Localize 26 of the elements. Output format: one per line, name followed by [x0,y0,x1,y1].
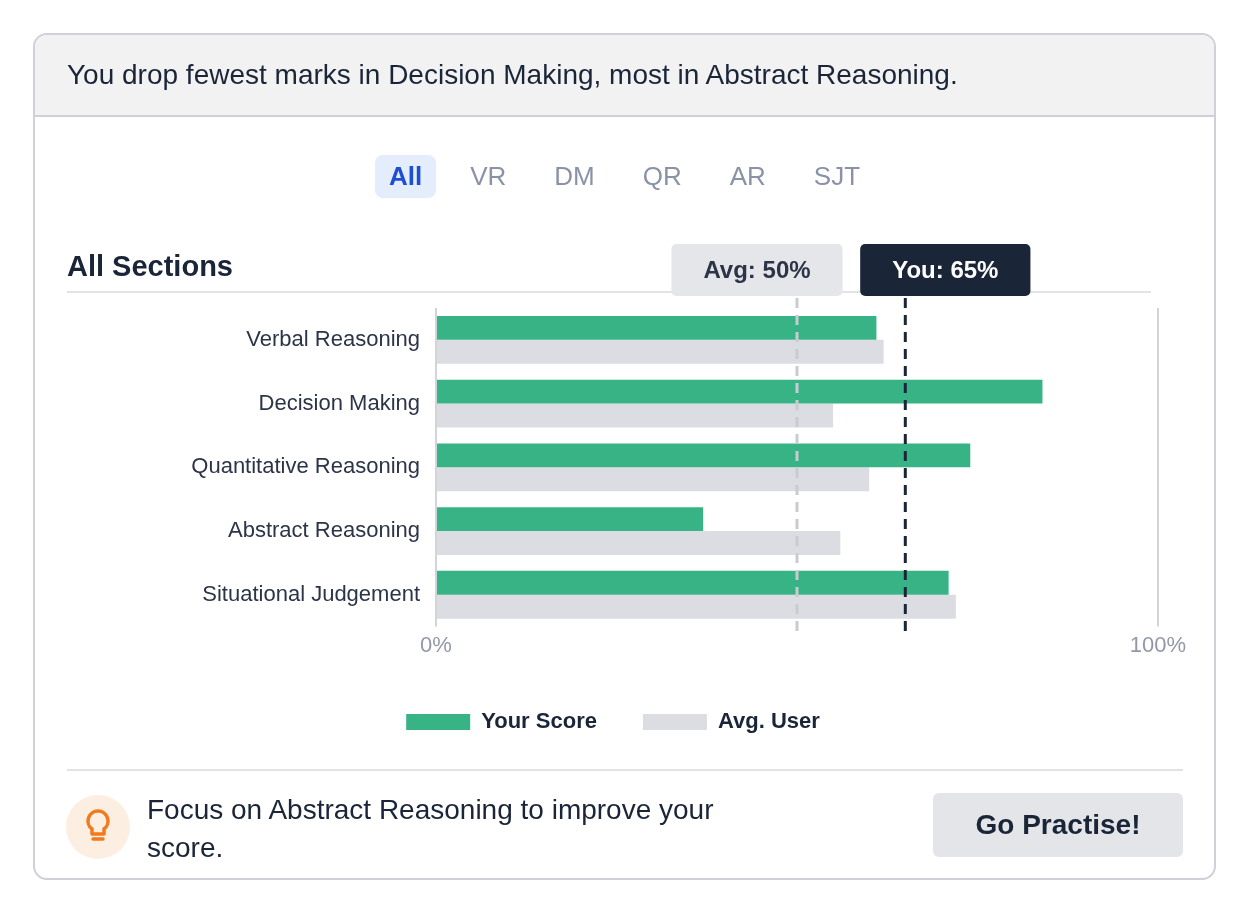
chart-title: You drop fewest marks in Decision Making, most in Abstract Reasoning. [35,35,1214,117]
y-tick-label: Quantitative Reasoning [191,453,420,479]
text: SJT [812,160,862,193]
legend-label: Your Score [481,708,597,734]
text: Focus on Abstract Reasoning to improve your score. [147,793,715,865]
x-tick-label: 0% [420,631,452,657]
bar [436,379,1043,404]
bar [436,570,949,595]
legend-label: Avg. User [717,708,821,734]
bar [436,507,704,532]
y-tick-label: Abstract Reasoning [228,517,420,543]
y-tick-label: Verbal Reasoning [246,325,420,351]
text: DM [553,160,596,193]
bar [436,443,971,468]
bar [436,315,877,340]
ref-line-label: You: 65% [892,255,999,283]
x-tick-label: 100% [1129,631,1187,657]
text: Go Practise! [933,793,1183,857]
text: VR [469,160,508,193]
ref-line-label: Avg: 50% [703,255,811,283]
y-tick-label: Situational Judgement [202,580,420,606]
text: AR [728,160,767,193]
text: All [374,155,437,198]
y-tick-label: Decision Making [258,389,420,415]
text: QR [641,160,683,193]
text: All Sections [67,250,233,283]
